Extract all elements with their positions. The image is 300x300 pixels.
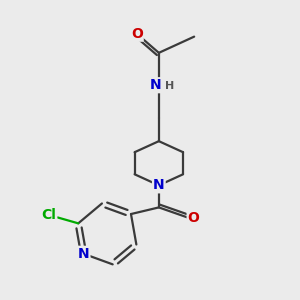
Text: O: O: [131, 27, 143, 41]
Text: N: N: [153, 178, 165, 192]
Text: Cl: Cl: [41, 208, 56, 221]
Text: O: O: [188, 211, 200, 225]
Text: H: H: [165, 81, 175, 91]
Text: N: N: [78, 247, 89, 261]
Text: N: N: [149, 78, 161, 92]
